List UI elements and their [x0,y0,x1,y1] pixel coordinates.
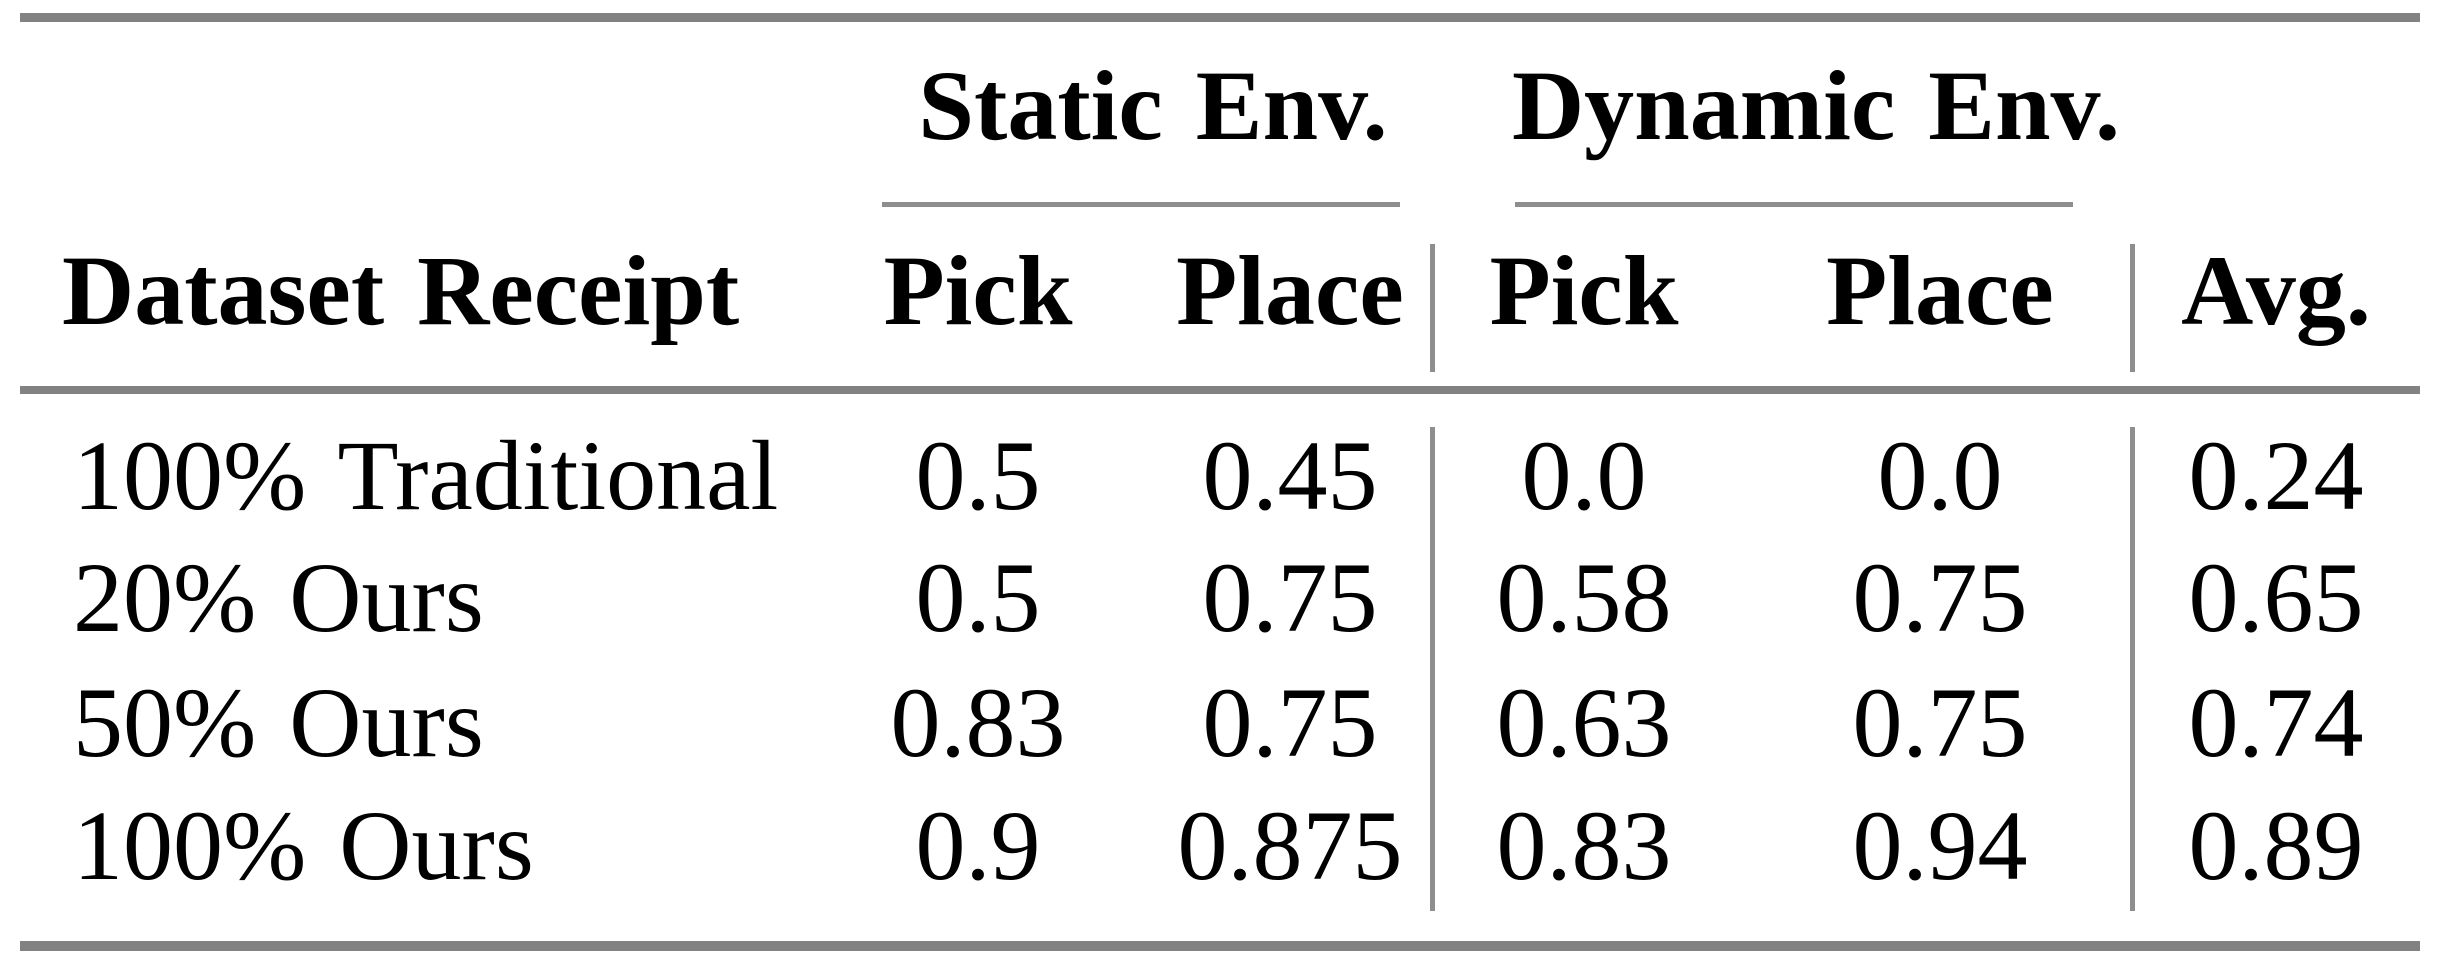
dynamic-env-cmidrule [1515,202,2073,207]
table-cell: 0.75 [1852,667,2028,778]
table-cell: 0.24 [2188,420,2364,531]
table-cell: 0.83 [1496,790,1672,901]
row-label: 100% Traditional [73,420,779,531]
table-cell: 0.0 [1521,420,1647,531]
header-vertical-rule-1 [1430,244,1435,372]
table-cell: 0.875 [1177,790,1403,901]
table-cell: 0.0 [1877,420,2003,531]
column-group-static-env: Static Env. [918,50,1388,161]
table-bottom-rule [20,941,2420,951]
table-cell: 0.75 [1852,542,2028,653]
table-cell: 0.45 [1202,420,1378,531]
table-cell: 0.5 [915,542,1041,653]
row-label: 20% Ours [73,542,484,653]
header-dataset-receipt: Dataset Receipt [62,235,740,346]
table-cell: 0.9 [915,790,1041,901]
table-cell: 0.5 [915,420,1041,531]
table-cell: 0.89 [2188,790,2364,901]
row-label: 50% Ours [73,667,484,778]
header-vertical-rule-2 [2130,244,2135,372]
header-dynamic-place: Place [1826,235,2054,346]
table-cell: 0.94 [1852,790,2028,901]
header-static-pick: Pick [883,235,1073,346]
column-group-dynamic-env: Dynamic Env. [1511,50,2121,161]
header-dynamic-pick: Pick [1489,235,1679,346]
body-vertical-rule-1 [1430,427,1435,911]
static-env-cmidrule [882,202,1400,207]
table-cell: 0.65 [2188,542,2364,653]
header-static-place: Place [1176,235,1404,346]
table-cell: 0.74 [2188,667,2364,778]
table-cell: 0.63 [1496,667,1672,778]
table-top-rule [20,13,2420,22]
body-vertical-rule-2 [2130,427,2135,911]
header-avg: Avg. [2181,235,2371,346]
table-cell: 0.75 [1202,667,1378,778]
table-cell: 0.83 [890,667,1066,778]
table-cell: 0.75 [1202,542,1378,653]
table-header-rule [20,386,2420,394]
table-cell: 0.58 [1496,542,1672,653]
row-label: 100% Ours [73,790,534,901]
